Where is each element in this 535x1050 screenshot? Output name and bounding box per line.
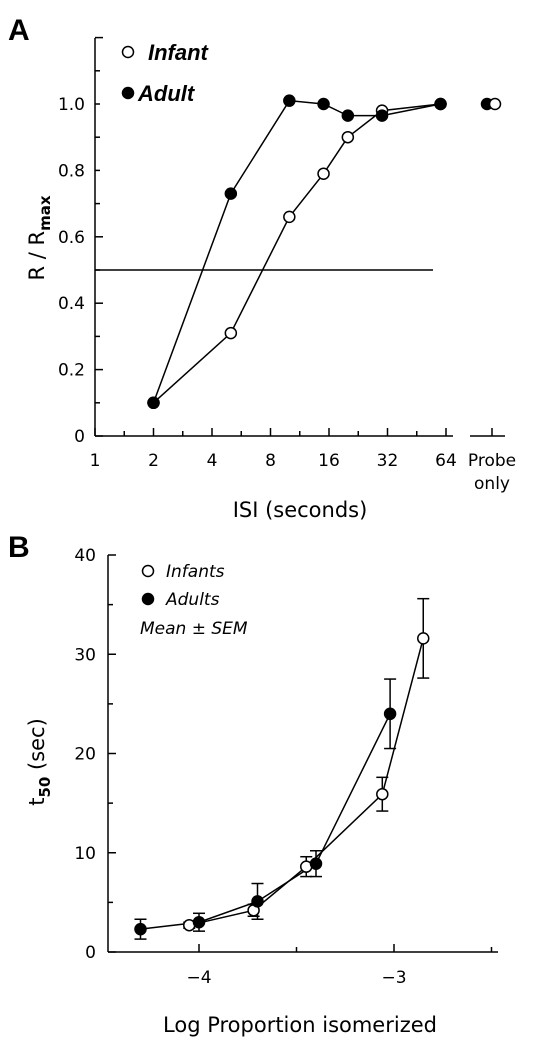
panel-b-series-line-infants (189, 638, 424, 926)
panel-b-legend-adults: Adults (165, 590, 220, 610)
panel-a-legend-adult: Adult (137, 81, 196, 106)
panel-b-point-infants (376, 787, 389, 801)
panel-b-point-adults (251, 895, 264, 908)
panel-a-x-tick-label: 32 (377, 451, 399, 471)
panel-a-y-tick-label: 0.8 (58, 161, 85, 181)
panel-b-y-tick-label: 30 (74, 645, 96, 665)
panel-a-series-line-adult (152, 99, 441, 404)
panel-a-point-adult (224, 187, 238, 200)
panel-a-point-infant (341, 130, 355, 144)
panel-b-y-tick-label: 10 (74, 844, 96, 864)
panel-b-y-tick-label: 0 (85, 943, 96, 963)
panel-a-legend-marker-adult (121, 86, 135, 100)
panel-a-probe-label-2: only (474, 474, 510, 494)
panel-b-point-infants (417, 632, 430, 645)
panel-a-y-axis-label-main: R / R (25, 231, 49, 281)
panel-a-x-tick-label: 16 (318, 451, 340, 471)
panel-b-legend-note: Mean ± SEM (140, 619, 248, 639)
panel-b-label: B (8, 531, 30, 564)
panel-a-point-adult (341, 109, 355, 122)
panel-a-x-tick-label: 8 (265, 451, 276, 471)
panel-b-y-tick-label: 20 (74, 745, 96, 765)
panel-a-point-adult (434, 97, 447, 111)
panel-a-point-infant (283, 210, 296, 224)
panel-a-point-infant (224, 326, 238, 340)
panel-b-point-adults (309, 857, 323, 870)
panel-a-y-tick-label: 1.0 (58, 95, 85, 115)
panel-a-x-tick-label: 4 (207, 451, 218, 471)
panel-a-x-tick-label: 64 (435, 451, 457, 471)
panel-b-point-adults (383, 707, 397, 721)
panel-b-x-tick-label: −4 (186, 968, 211, 988)
panel-a-y-tick-label: 0 (74, 427, 85, 447)
panel-a-y-tick-label: 0.2 (58, 361, 85, 381)
panel-a-x-axis-label: ISI (seconds) (233, 498, 368, 522)
panel-a-y-axis-label-sub: max (36, 195, 54, 231)
panel-a-point-infant (317, 167, 330, 180)
panel-b-legend-marker-adults (141, 592, 155, 606)
panel-a-point-adult (375, 109, 389, 122)
panel-a-x-tick-label: 2 (148, 451, 159, 471)
panel-a-probe-point-infant (488, 97, 502, 111)
panel-b-legend-infants: Infants (166, 562, 225, 582)
panel-b-y-axis-label-sub: 50 (36, 777, 54, 798)
panel-a-y-axis-label: R / Rmax (25, 195, 54, 280)
panel-b-legend-marker-infants (141, 564, 155, 578)
panel-a-point-adult (283, 94, 296, 107)
panel-b-y-axis-label-unit: (sec) (25, 718, 49, 776)
panel-a-x-tick-label: 1 (90, 451, 101, 471)
panel-b-point-adults (134, 922, 147, 936)
panel-a-series-line-infant (152, 103, 441, 404)
panel-a-probe-label: Probe (468, 451, 516, 471)
panel-b-y-axis-label: t50 (sec) (25, 718, 54, 806)
panel-b-x-tick-label: −3 (381, 968, 406, 988)
panel-a-point-adult (147, 396, 160, 410)
panel-a-legend-infant: Infant (148, 40, 210, 65)
panel-a-label: A (8, 14, 30, 47)
panel-b-y-tick-label: 40 (74, 546, 96, 566)
panel-b-x-axis-label: Log Proportion isomerized (163, 1013, 437, 1037)
panel-a-legend-marker-infant (121, 45, 135, 59)
panel-b-y-axis-label-main: t (25, 798, 49, 806)
panel-a-y-tick-label: 0.6 (58, 228, 85, 248)
panel-a-y-tick-label: 0.4 (58, 294, 85, 314)
panel-a-point-adult (317, 97, 330, 111)
panel-b-point-adults (192, 915, 206, 929)
